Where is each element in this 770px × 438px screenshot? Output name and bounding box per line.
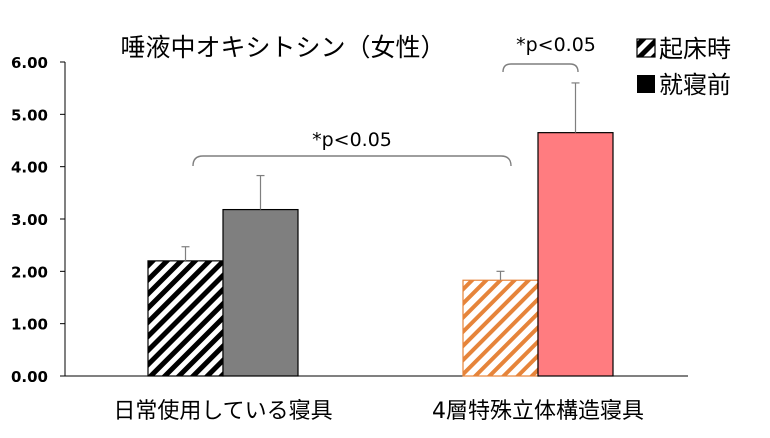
bars — [147, 132, 614, 377]
legend-label-presleep: 就寝前 — [659, 71, 731, 99]
y-tick-label: 0.00 — [11, 368, 48, 386]
y-tick-label: 2.00 — [11, 263, 48, 281]
legend-label-wake: 起床時 — [659, 35, 731, 63]
y-axis: 0.00 1.00 2.00 3.00 4.00 5.00 6.00 — [11, 54, 688, 386]
legend: 起床時 就寝前 — [636, 35, 731, 99]
legend-swatch-presleep — [637, 75, 655, 93]
significance-annotations: *p<0.05 *p<0.05 — [192, 34, 596, 167]
y-tick-label: 6.00 — [11, 54, 48, 72]
error-bars — [181, 82, 580, 281]
bar-presleep-2 — [537, 132, 614, 377]
legend-item-wake: 起床時 — [636, 35, 731, 63]
bar-wake-1 — [147, 260, 224, 377]
x-axis-labels: 日常使用している寝具 4層特殊立体構造寝具 — [113, 399, 644, 424]
significance-bracket-between-groups — [192, 155, 512, 167]
bar-presleep-1 — [222, 208, 299, 377]
significance-label-within-group: *p<0.05 — [516, 34, 596, 56]
x-category-label: 4層特殊立体構造寝具 — [432, 399, 644, 424]
y-tick-label: 1.00 — [11, 316, 48, 334]
y-tick-label: 4.00 — [11, 159, 48, 177]
bar-wake-2 — [462, 279, 539, 377]
legend-item-presleep: 就寝前 — [637, 71, 731, 99]
legend-swatch-wake — [636, 38, 656, 58]
y-tick-label: 3.00 — [11, 211, 48, 229]
significance-bracket-within-group — [502, 63, 579, 73]
chart-title: 唾液中オキシトシン（女性） — [120, 33, 445, 62]
significance-label-between-groups: *p<0.05 — [312, 129, 392, 151]
x-category-label: 日常使用している寝具 — [113, 399, 332, 424]
y-tick-label: 5.00 — [11, 106, 48, 124]
